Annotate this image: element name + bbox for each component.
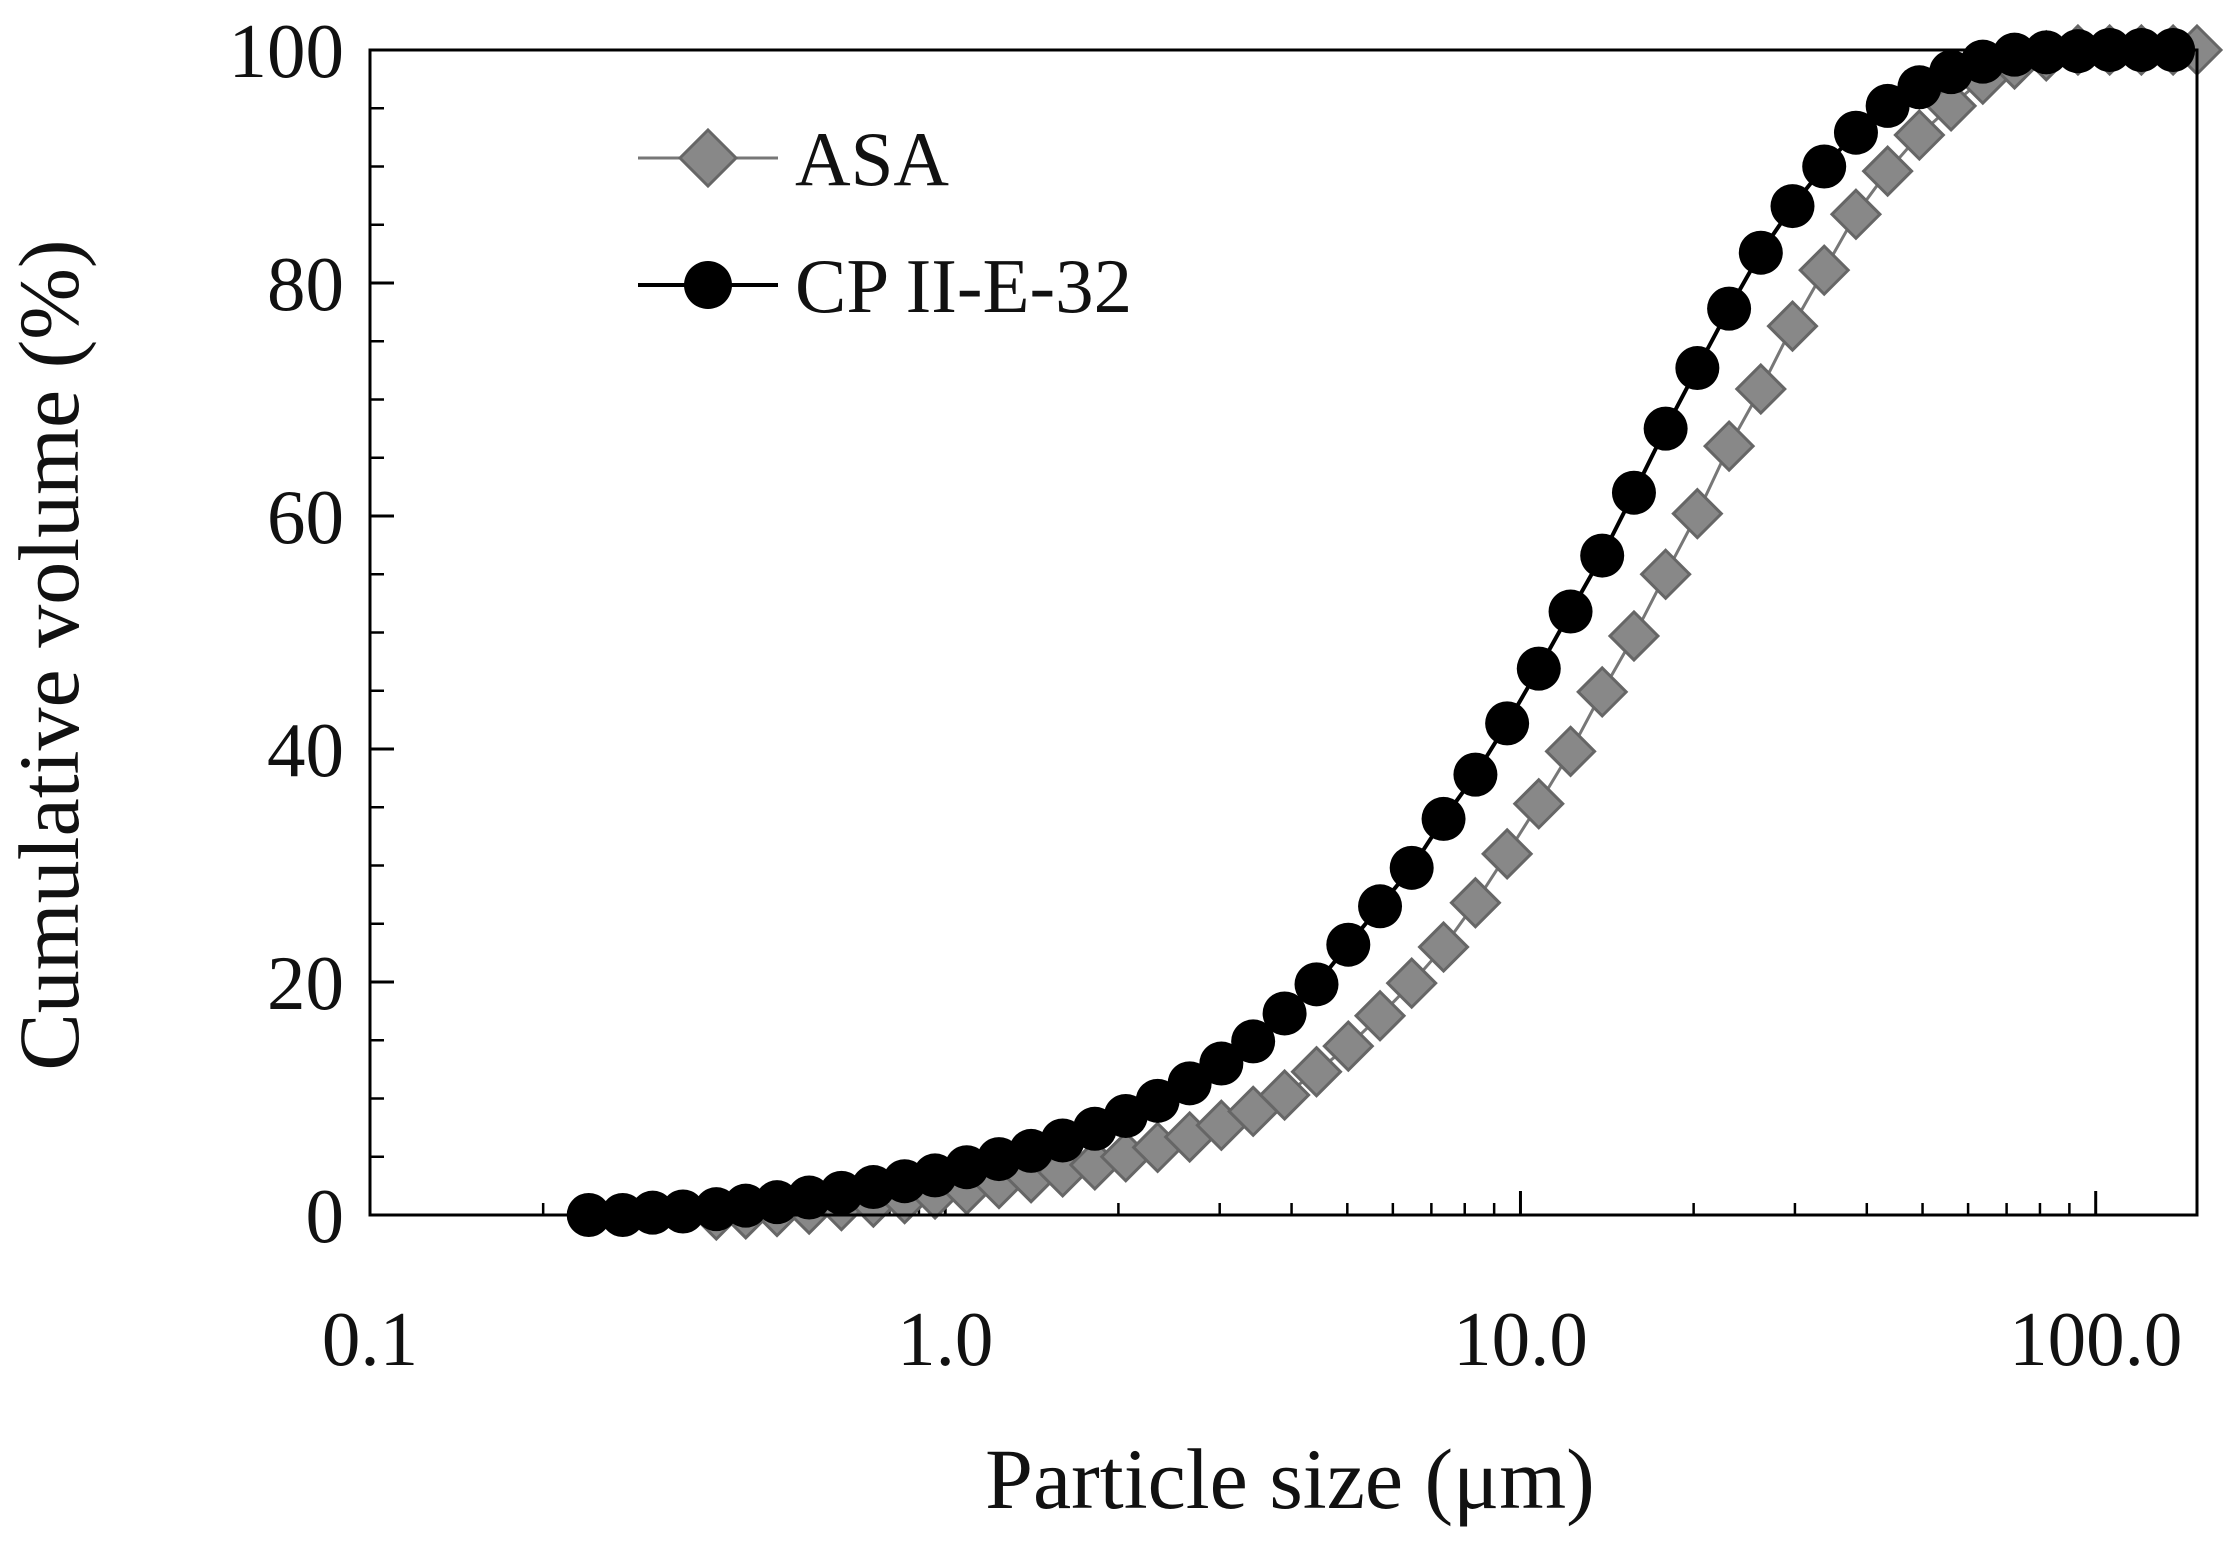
data-point-cp-ii-e-32	[1865, 83, 1910, 128]
data-point-cp-ii-e-32	[660, 1189, 705, 1234]
data-point-asa	[1544, 725, 1597, 778]
legend-cp-marker	[684, 261, 732, 309]
legend-item-cp-ii-e-32: CP II-E-32	[638, 243, 1132, 329]
data-point-cp-ii-e-32	[1675, 346, 1720, 391]
data-point-cp-ii-e-32	[1358, 884, 1403, 929]
data-point-asa	[1258, 1068, 1311, 1122]
y-tick-label: 0	[306, 1173, 345, 1259]
data-point-cp-ii-e-32	[1707, 286, 1752, 331]
data-point-asa	[1702, 419, 1756, 473]
data-point-cp-ii-e-32	[1453, 752, 1498, 797]
y-tick-label: 60	[267, 474, 344, 560]
data-point-asa	[1766, 299, 1819, 353]
data-point-cp-ii-e-32	[1167, 1061, 1212, 1106]
y-tick-label: 100	[229, 8, 345, 94]
data-point-asa	[1734, 362, 1787, 416]
plot-area-frame	[368, 48, 2199, 1217]
data-point-cp-ii-e-32	[1643, 406, 1688, 451]
legend-label-asa: ASA	[795, 116, 949, 202]
data-point-cp-ii-e-32	[1421, 796, 1466, 841]
series-layer	[566, 23, 2224, 1242]
data-point-cp-ii-e-32	[1580, 533, 1625, 578]
data-point-asa	[1639, 548, 1692, 601]
y-tick-label: 80	[267, 241, 344, 327]
data-point-cp-ii-e-32	[1802, 144, 1847, 189]
data-point-asa	[1481, 827, 1534, 880]
data-point-asa	[1893, 108, 1946, 162]
data-point-cp-ii-e-32	[787, 1175, 832, 1220]
x-tick-label: 0.1	[322, 1296, 418, 1382]
y-tick-label: 40	[267, 707, 344, 793]
data-point-cp-ii-e-32	[1548, 589, 1593, 634]
x-tick-label: 1.0	[897, 1296, 993, 1382]
tick-labels: 0 20 40 60 80 100 0.1 1.0 10.0 100.0	[229, 8, 2183, 1382]
data-point-asa	[1290, 1045, 1343, 1098]
data-point-asa	[1576, 665, 1629, 719]
data-point-cp-ii-e-32	[1738, 230, 1783, 275]
legend-asa-marker	[677, 127, 739, 189]
data-point-cp-ii-e-32	[1199, 1041, 1244, 1086]
series-cp-ii-e-32	[566, 28, 2196, 1237]
data-point-asa	[1671, 487, 1724, 540]
data-point-cp-ii-e-32	[1262, 991, 1307, 1036]
data-point-asa	[1449, 876, 1502, 929]
data-point-asa	[1861, 145, 1914, 198]
x-tick-label: 100.0	[2009, 1296, 2182, 1382]
data-point-cp-ii-e-32	[1833, 110, 1878, 155]
data-point-cp-ii-e-32	[1485, 701, 1530, 746]
data-point-cp-ii-e-32	[1611, 470, 1656, 515]
data-point-asa	[1829, 188, 1883, 241]
data-point-asa	[1353, 989, 1407, 1042]
data-point-cp-ii-e-32	[755, 1180, 800, 1225]
y-axis-title: Cumulative volume (%)	[1, 239, 97, 1070]
legend-label-cp-ii-e-32: CP II-E-32	[795, 243, 1132, 329]
x-axis-title: Particle size (μm)	[985, 1431, 1595, 1527]
data-point-asa	[1322, 1019, 1375, 1073]
data-point-asa	[1798, 244, 1851, 297]
legend: ASA CP II-E-32	[638, 116, 1132, 329]
data-point-cp-ii-e-32	[1326, 922, 1371, 967]
data-point-cp-ii-e-32	[2024, 30, 2069, 75]
y-tick-label: 20	[267, 940, 344, 1026]
data-point-cp-ii-e-32	[1516, 646, 1561, 691]
data-point-cp-ii-e-32	[1992, 32, 2037, 77]
data-point-asa	[1417, 920, 1470, 974]
data-point-asa	[1385, 957, 1438, 1010]
data-point-cp-ii-e-32	[1231, 1019, 1276, 1064]
data-point-asa	[1512, 777, 1565, 830]
data-point-cp-ii-e-32	[1770, 184, 1815, 229]
data-point-asa	[1607, 609, 1661, 663]
data-point-cp-ii-e-32	[1389, 845, 1434, 890]
x-tick-label: 10.0	[1453, 1296, 1588, 1382]
data-point-cp-ii-e-32	[1294, 962, 1339, 1007]
legend-item-asa: ASA	[638, 116, 949, 202]
